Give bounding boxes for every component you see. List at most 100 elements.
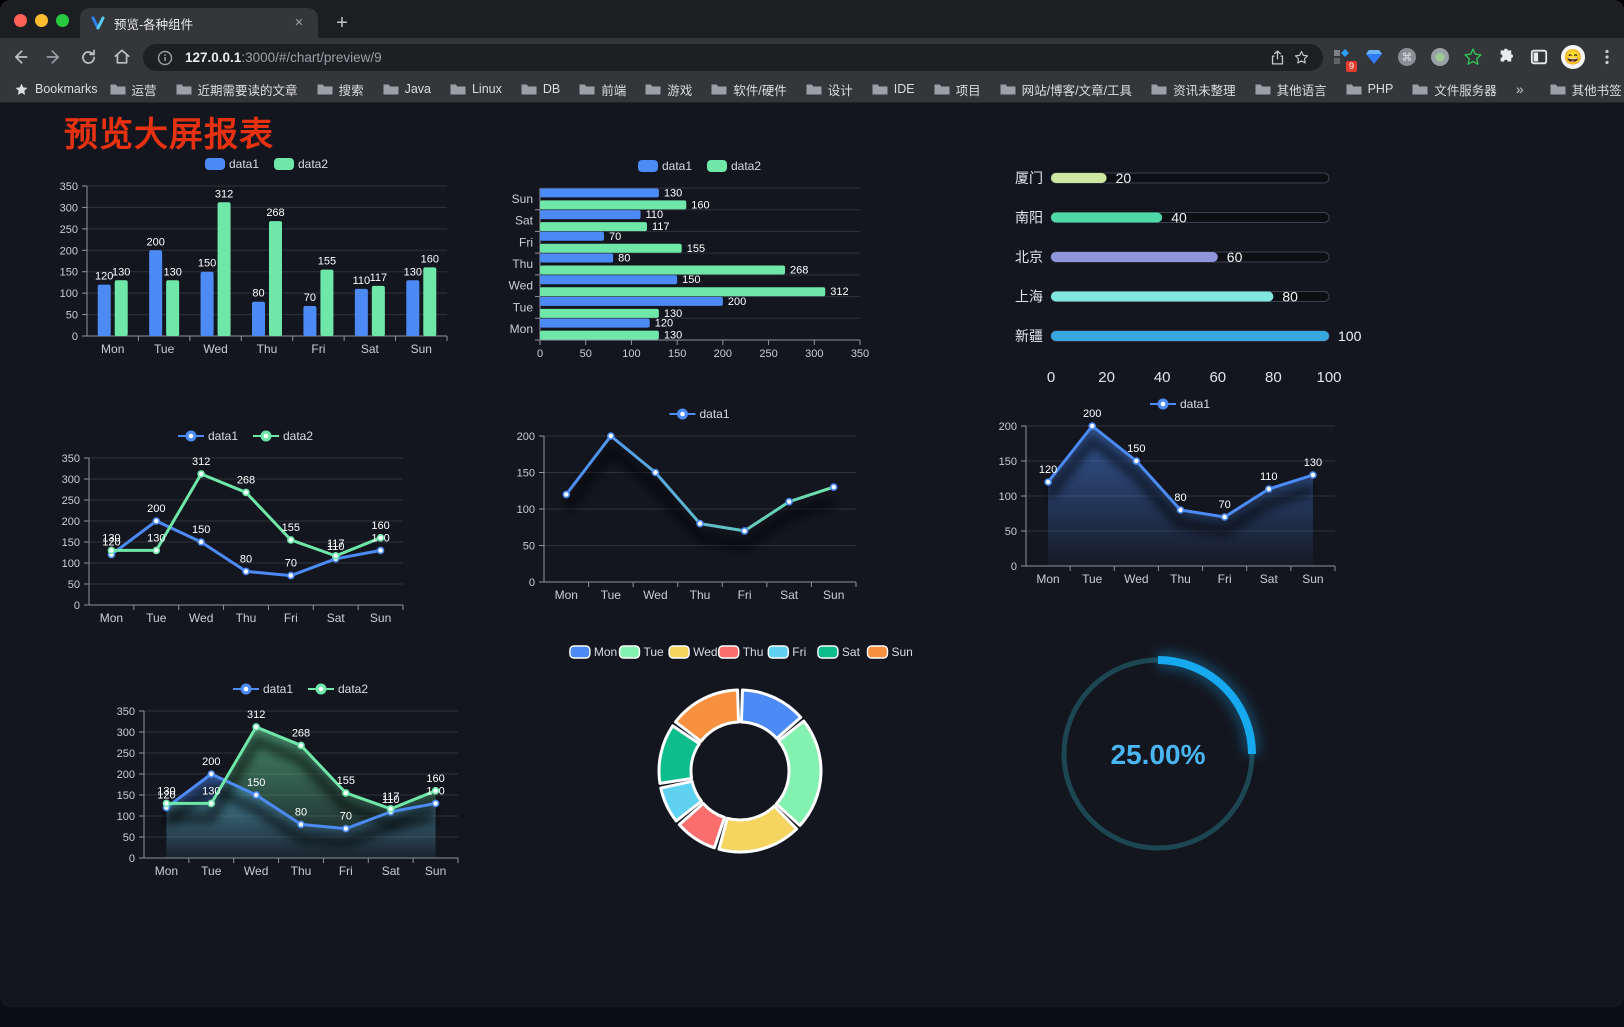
svg-text:25.00%: 25.00% [1111, 739, 1206, 770]
svg-text:110: 110 [327, 541, 345, 553]
svg-text:Mon: Mon [510, 322, 533, 336]
home-button[interactable] [108, 43, 136, 71]
bookmark-item[interactable]: DB [521, 82, 560, 96]
svg-text:70: 70 [340, 811, 352, 823]
bookmark-item[interactable]: 软件/硬件 [711, 80, 787, 99]
svg-text:150: 150 [682, 274, 700, 286]
svg-text:南阳: 南阳 [1015, 210, 1043, 226]
bookmark-item[interactable]: 前端 [579, 80, 626, 99]
svg-text:150: 150 [192, 524, 210, 536]
sidebar-toggle-icon[interactable] [1528, 46, 1550, 68]
svg-text:50: 50 [68, 579, 80, 591]
svg-text:Sun: Sun [425, 864, 446, 878]
profile-avatar[interactable]: 😄 [1561, 45, 1585, 69]
svg-text:Sat: Sat [361, 342, 380, 356]
svg-text:350: 350 [851, 348, 869, 360]
bookmark-item[interactable]: 其他语言 [1255, 80, 1327, 99]
svg-text:Sun: Sun [370, 611, 391, 625]
svg-text:0: 0 [72, 331, 78, 343]
svg-text:268: 268 [790, 265, 808, 277]
bookmark-item[interactable]: 资讯未整理 [1151, 80, 1236, 99]
back-button[interactable] [6, 43, 34, 71]
svg-text:268: 268 [266, 207, 284, 219]
forward-button[interactable] [40, 43, 68, 71]
bookmark-item[interactable]: 设计 [806, 80, 853, 99]
svg-text:130: 130 [202, 785, 220, 797]
extension-star-icon[interactable] [1462, 46, 1484, 68]
bookmarks-manager[interactable]: Bookmarks [14, 82, 98, 97]
svg-text:100: 100 [1338, 328, 1362, 344]
bookmark-item[interactable]: 近期需要读的文章 [176, 80, 298, 99]
browser-tab[interactable]: 预览-各种组件 × [80, 8, 318, 38]
chart-grouped-bar[interactable]: 0 50 100 150 200 250 300 350 Mon 120 130 Tue 200 130 W… [45, 148, 455, 366]
svg-text:20: 20 [1098, 369, 1115, 386]
bookmark-item[interactable]: 搜索 [317, 80, 364, 99]
folder-icon [450, 84, 466, 94]
svg-text:Thu: Thu [236, 611, 257, 625]
extensions-area: 9 ⌘ 😄 [1330, 43, 1618, 72]
tab-close-icon[interactable]: × [294, 14, 304, 31]
svg-text:50: 50 [66, 310, 78, 322]
chart-horizontal-bar[interactable]: 0 50 100 150 200 250 300 350 Mon 120 130 Tue 200 130 W… [500, 150, 892, 370]
extension-grid-icon[interactable]: 9 [1330, 46, 1357, 72]
bookmark-item[interactable]: 文件服务器 [1412, 80, 1497, 99]
folder-icon [1346, 84, 1362, 94]
menu-dots-icon[interactable] [1596, 46, 1618, 68]
address-bar[interactable]: 127.0.0.1:3000/#/chart/preview/9 [143, 44, 1323, 71]
svg-text:Sun: Sun [823, 588, 844, 602]
reload-button[interactable] [74, 43, 102, 71]
svg-text:117: 117 [652, 221, 670, 233]
home-icon [114, 49, 130, 64]
fullscreen-window-button[interactable] [56, 14, 69, 27]
svg-text:117: 117 [327, 538, 345, 550]
svg-text:200: 200 [60, 245, 78, 257]
svg-text:120: 120 [157, 790, 175, 802]
svg-text:200: 200 [999, 421, 1017, 433]
svg-text:70: 70 [1219, 499, 1231, 511]
chart-city-progress-bars[interactable]: 厦门 20 南阳 40 北京 60 上海 80 新疆 100 0 20 40 60 80 100 [995, 158, 1367, 388]
svg-text:data2: data2 [283, 429, 313, 443]
chart-svg: 0 50 100 150 200 250 300 350 Mon Tue Wed Thu Fri Sat S… [62, 429, 404, 625]
svg-text:200: 200 [1083, 408, 1101, 420]
bookmark-item[interactable]: 项目 [934, 80, 981, 99]
bookmark-item[interactable]: 运营 [110, 80, 157, 99]
extension-gem-icon[interactable] [1363, 46, 1385, 68]
svg-text:160: 160 [426, 773, 444, 785]
svg-text:Tue: Tue [644, 645, 665, 659]
new-tab-button[interactable]: + [336, 12, 348, 34]
share-icon[interactable] [1265, 46, 1289, 70]
svg-text:268: 268 [237, 474, 255, 486]
folder-icon [1550, 84, 1566, 94]
svg-text:350: 350 [62, 453, 80, 465]
svg-text:350: 350 [117, 706, 135, 718]
bookmark-item[interactable]: 网站/博客/文章/工具 [1000, 80, 1132, 99]
other-bookmarks-folder[interactable]: 其他书签 [1550, 80, 1622, 99]
svg-text:100: 100 [117, 811, 135, 823]
extensions-puzzle-icon[interactable] [1495, 46, 1517, 68]
chart-gradient-line[interactable]: 0 50 100 150 200 Mon Tue Wed Thu Fri Sat Sun data1 [500, 398, 868, 612]
chart-two-series-area[interactable]: 0 50 100 150 200 250 300 350 Mon Tue Wed Thu Fri Sat S… [100, 673, 470, 888]
close-window-button[interactable] [14, 14, 27, 27]
bookmark-star-icon[interactable] [1289, 46, 1313, 70]
chart-donut-pie[interactable]: Mon Tue Wed Thu Fri Sat Sun [545, 636, 935, 888]
svg-text:Tue: Tue [201, 864, 222, 878]
bookmark-item[interactable]: PHP [1346, 82, 1393, 96]
minimize-window-button[interactable] [35, 14, 48, 27]
svg-text:60: 60 [1227, 249, 1243, 265]
chart-single-area[interactable]: 0 50 100 150 200 Mon Tue Wed Thu Fri Sat Sun 120 200 1… [982, 388, 1347, 596]
tab-favicon-icon [91, 16, 105, 30]
bookmark-item[interactable]: Java [383, 82, 431, 96]
extension-command-icon[interactable]: ⌘ [1396, 46, 1418, 68]
bookmark-item[interactable]: IDE [872, 82, 915, 96]
bookmark-items: 运营 近期需要读的文章 搜索 Java Linux DB 前端 游戏 软件/硬件 设计 IDE 项目网… [110, 80, 1516, 99]
svg-text:Sat: Sat [1260, 572, 1279, 586]
bookmark-item[interactable]: 游戏 [645, 80, 692, 99]
folder-icon [110, 84, 126, 94]
bookmark-item[interactable]: Linux [450, 82, 502, 96]
bookmarks-overflow-chevron[interactable]: » [1515, 81, 1524, 97]
chart-two-series-line[interactable]: 0 50 100 150 200 250 300 350 Mon Tue Wed Thu Fri Sat S… [45, 420, 415, 635]
extension-record-icon[interactable] [1429, 46, 1451, 68]
chart-progress-ring[interactable]: 25.00% [1040, 636, 1276, 872]
site-info-icon[interactable] [153, 46, 177, 70]
svg-text:300: 300 [62, 474, 80, 486]
